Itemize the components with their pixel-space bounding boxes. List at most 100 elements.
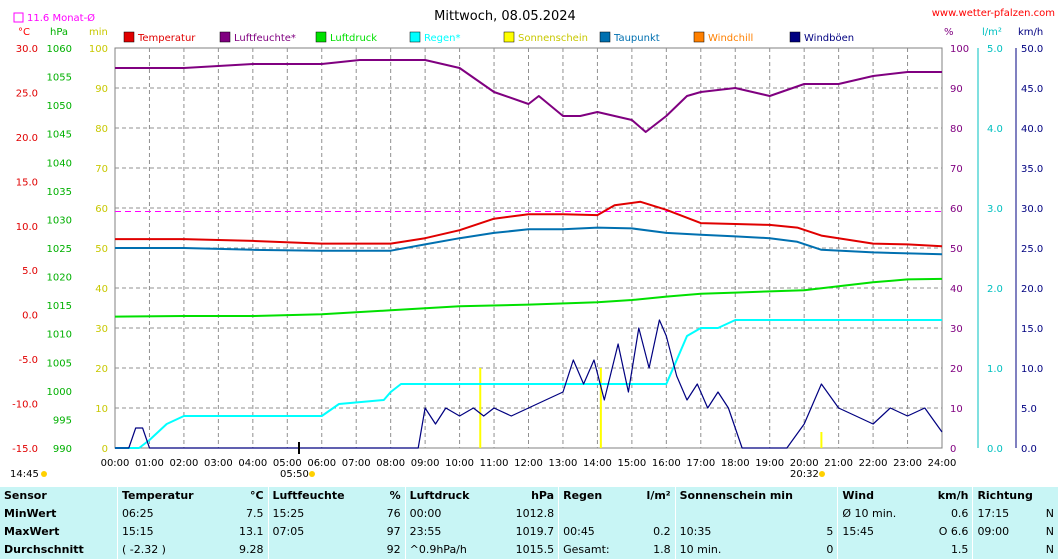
wind-day-avg-value: 1.5 bbox=[950, 543, 969, 556]
stats-table: Sensor Temperatur °C Luftfeuchte % Luftd… bbox=[0, 487, 1058, 559]
stats-header-sun: Sonnenschein min bbox=[674, 487, 838, 505]
stats-row-avg: Durchschnitt ( -2.32 ) 9.28 92 ^0.9hPa/h… bbox=[0, 541, 1058, 559]
press-min-value: 1012.8 bbox=[515, 507, 555, 520]
time-tick-label: 09:00 bbox=[411, 458, 440, 469]
unit-wind: km/h bbox=[1018, 27, 1043, 38]
pressure-tick-label: 1030 bbox=[47, 215, 72, 226]
daylight-sun-icon bbox=[41, 471, 47, 477]
hum-max-time: 07:05 bbox=[267, 523, 376, 541]
legend-swatch-icon bbox=[123, 31, 135, 43]
wind-tick-label: 40.0 bbox=[1021, 124, 1043, 135]
sun-min-value bbox=[799, 505, 837, 523]
stats-header-press-unit: hPa bbox=[531, 489, 555, 502]
rain-total-label: Gesamt: bbox=[558, 541, 632, 559]
legend-swatch-icon bbox=[693, 31, 705, 43]
humidity-tick-label: 10 bbox=[950, 404, 963, 415]
stats-header-wind-unit: km/h bbox=[937, 489, 969, 502]
stats-header-temperature: Temperatur bbox=[116, 487, 225, 505]
hum-avg-time bbox=[267, 541, 376, 559]
legend-label: Temperatur bbox=[137, 33, 196, 44]
time-tick-label: 12:00 bbox=[514, 458, 543, 469]
humidity-tick-label: 60 bbox=[950, 204, 963, 215]
temp-tick-label: -15.0 bbox=[12, 444, 38, 455]
hum-max-value: 97 bbox=[386, 525, 401, 538]
pressure-tick-label: 1020 bbox=[47, 273, 72, 284]
sunrise-icon bbox=[309, 471, 315, 477]
humidity-tick-label: 90 bbox=[950, 84, 963, 95]
rain-max-time: 00:45 bbox=[558, 523, 632, 541]
dir-avg-time bbox=[972, 541, 1034, 559]
chart-series bbox=[114, 59, 943, 449]
sun-max-time: 10:35 bbox=[674, 523, 800, 541]
hum-min-value: 76 bbox=[386, 507, 401, 520]
press-min-time: 00:00 bbox=[404, 505, 497, 523]
stats-header-rain: Regen bbox=[558, 487, 632, 505]
unit-rain: l/m² bbox=[982, 27, 1002, 38]
time-tick-label: 19:00 bbox=[755, 458, 784, 469]
rain-tick-label: 3.0 bbox=[987, 204, 1003, 215]
humidity-tick-label: 80 bbox=[950, 124, 963, 135]
chart-axes: 30.0 25.0 20.0 15.0 10.0 5.0 0.0 -5.0 -10.0 -15.0… bbox=[12, 44, 1043, 469]
min-tick-label: 80 bbox=[95, 124, 108, 135]
pressure-tick-label: 1005 bbox=[47, 358, 72, 369]
rain-tick-label: 0.0 bbox=[987, 444, 1003, 455]
time-tick-label: 10:00 bbox=[445, 458, 474, 469]
temp-tick-label: 30.0 bbox=[16, 44, 38, 55]
wind-tick-label: 5.0 bbox=[1021, 404, 1037, 415]
series-line-3 bbox=[115, 319, 942, 449]
stats-row-label: Durchschnitt bbox=[4, 543, 84, 556]
daylight-duration: 14:45 bbox=[10, 469, 39, 480]
temp-max-value: 13.1 bbox=[239, 525, 264, 538]
unit-min: min bbox=[89, 27, 108, 38]
series-line-2 bbox=[114, 277, 943, 318]
monthly-avg-icon bbox=[13, 12, 24, 23]
temp-tick-label: 10.0 bbox=[16, 222, 38, 233]
pressure-tick-label: 1050 bbox=[47, 101, 72, 112]
stats-row-min: MinWert 06:25 7.5 15:25 76 00:00 1012.8 … bbox=[0, 505, 1058, 523]
min-tick-label: 20 bbox=[95, 364, 108, 375]
temp-avg-change: ( -2.32 ) bbox=[116, 541, 225, 559]
temp-tick-label: -10.0 bbox=[12, 400, 38, 411]
current-time-marker bbox=[298, 442, 300, 454]
rain-tick-label: 5.0 bbox=[987, 44, 1003, 55]
humidity-tick-label: 20 bbox=[950, 364, 963, 375]
stats-header-humidity: Luftfeuchte bbox=[267, 487, 376, 505]
time-tick-label: 11:00 bbox=[480, 458, 509, 469]
time-tick-label: 23:00 bbox=[893, 458, 922, 469]
temp-avg-value: 9.28 bbox=[239, 543, 264, 556]
time-tick-label: 15:00 bbox=[617, 458, 646, 469]
time-tick-label: 01:00 bbox=[135, 458, 164, 469]
legend-swatch-icon bbox=[409, 31, 421, 43]
rain-min-value bbox=[632, 505, 675, 523]
sun-total-value: 0 bbox=[826, 543, 834, 556]
time-tick-label: 20:00 bbox=[790, 458, 819, 469]
stats-header-pressure: Luftdruck bbox=[404, 487, 497, 505]
humidity-tick-label: 0 bbox=[950, 444, 956, 455]
wind-tick-label: 35.0 bbox=[1021, 164, 1043, 175]
sun-total-label: 10 min. bbox=[674, 541, 800, 559]
time-tick-label: 21:00 bbox=[824, 458, 853, 469]
time-tick-label: 17:00 bbox=[686, 458, 715, 469]
chart-grid bbox=[114, 47, 943, 449]
series-line-4 bbox=[115, 226, 943, 256]
time-tick-label: 18:00 bbox=[721, 458, 750, 469]
rain-tick-label: 1.0 bbox=[987, 364, 1003, 375]
press-max-value: 1019.7 bbox=[515, 525, 555, 538]
temp-tick-label: -5.0 bbox=[18, 355, 38, 366]
stats-header-row: Sensor Temperatur °C Luftfeuchte % Luftd… bbox=[0, 487, 1058, 505]
time-tick-label: 02:00 bbox=[170, 458, 199, 469]
pressure-tick-label: 1000 bbox=[47, 387, 72, 398]
legend-swatch-icon bbox=[789, 31, 801, 43]
stats-header-sensor: Sensor bbox=[4, 489, 47, 502]
min-tick-label: 70 bbox=[95, 164, 108, 175]
legend-label: Regen* bbox=[424, 33, 461, 44]
stats-row-label: MaxWert bbox=[4, 525, 60, 538]
wind-tick-label: 30.0 bbox=[1021, 204, 1043, 215]
wind-max-time: 15:45 bbox=[837, 523, 921, 541]
legend-label: Luftfeuchte* bbox=[234, 33, 296, 44]
pressure-tick-label: 1060 bbox=[47, 44, 72, 55]
legend-swatch-icon bbox=[503, 31, 515, 43]
dir-max-value: N bbox=[1045, 525, 1054, 538]
time-tick-label: 03:00 bbox=[204, 458, 233, 469]
humidity-tick-label: 100 bbox=[950, 44, 969, 55]
